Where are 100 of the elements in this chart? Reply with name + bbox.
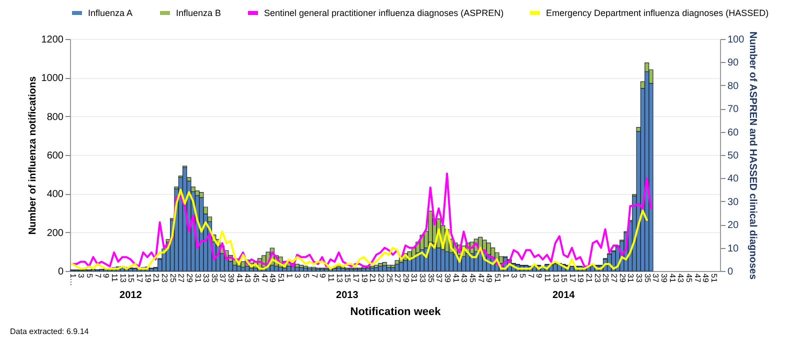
x-tick-label: 3 [293, 274, 302, 278]
x-tick-label: 33 [418, 274, 428, 283]
x-tick-label: 49 [701, 274, 710, 283]
x-tick-label: 47 [476, 274, 486, 283]
x-tick-label: 51 [276, 274, 286, 283]
y-axis-title: Number of influenza notifications [27, 76, 38, 235]
x-tick-label: 41 [234, 274, 244, 283]
x-tick-label: 19 [576, 274, 586, 283]
x-tick-label: 39 [226, 274, 236, 283]
x-tick-label: 7 [310, 274, 319, 278]
x-tick-label: 17 [134, 274, 144, 283]
x-tick-label: 9 [318, 274, 328, 278]
x-tick-label: 27 [393, 274, 402, 283]
legend-label: Sentinel general practitioner influenza diagnoses (ASPREN) [264, 8, 504, 18]
y-tick-label: 0 [58, 266, 64, 278]
text: 2013 [336, 290, 359, 301]
x-tick-label: 31 [193, 274, 202, 283]
x-tick-label: 37 [651, 274, 660, 283]
x-tick-label: 21 [584, 274, 594, 283]
x-tick-label: 29 [184, 274, 194, 283]
x-tick-label: 43 [243, 274, 252, 283]
x-tick-label: 45 [684, 274, 694, 283]
y-tick-label: 1200 [41, 34, 64, 46]
x-tick-label: 27 [610, 274, 619, 283]
legend-label: Influenza B [176, 8, 222, 18]
y-tick-label: 800 [46, 112, 64, 123]
x-tick-label: 13 [551, 274, 560, 283]
x-tick-label: 7 [526, 274, 536, 278]
x-axis-title: Notification week [350, 306, 442, 318]
x-tick-label: 1 [284, 274, 294, 278]
x-tick-label: 19 [360, 274, 369, 283]
y2-tick-label: 100 [728, 34, 745, 46]
legend-label: Influenza A [88, 8, 133, 18]
x-tick-label: 5 [85, 274, 94, 278]
y-tick-label: 400 [46, 189, 64, 200]
x-tick-label: 21 [152, 274, 161, 283]
x-tick-label: 11 [542, 274, 552, 282]
x-tick-label: 27 [176, 274, 186, 283]
x-tick-label: 15 [560, 274, 569, 283]
y-tick-label: 1000 [41, 73, 64, 84]
x-tick-label: 39 [659, 274, 668, 283]
text: Data extracted: 6.9.14 [10, 327, 90, 336]
x-tick-label: 3 [76, 274, 86, 278]
y2-tick-label: 30 [728, 196, 740, 208]
y2-axis-title: Number of ASPREN and HASSED clinical diagnoses [747, 31, 758, 280]
x-tick-label: 35 [210, 274, 219, 283]
x-tick-label: 37 [434, 274, 444, 283]
x-tick-label: 29 [618, 274, 627, 283]
x-tick-label: 41 [668, 274, 677, 283]
x-tick-label: 35 [426, 274, 436, 283]
x-tick-label: 43 [676, 274, 686, 283]
x-tick-label: 3 [510, 274, 519, 278]
x-tick-label: 11 [110, 274, 120, 282]
x-tick-label: 25 [601, 274, 610, 283]
legend-label: Emergency Department influenza diagnoses (HASSED) [546, 8, 769, 18]
x-tick-label: 13 [118, 274, 128, 283]
x-tick-label: 19 [143, 274, 152, 283]
x-tick-label: 15 [343, 274, 352, 283]
y2-tick-label: 20 [728, 220, 740, 232]
x-tick-label: 15 [126, 274, 136, 283]
x-tick-label: 47 [260, 274, 269, 283]
x-tick-label: 17 [351, 274, 360, 283]
x-tick-label: 25 [384, 274, 394, 283]
x-tick-label: 43 [460, 274, 469, 283]
x-tick-label: 49 [268, 274, 278, 283]
x-tick-label: 31 [410, 274, 419, 283]
x-tick-label: 45 [468, 274, 478, 283]
y-tick-label: 600 [46, 150, 64, 162]
x-tick-label: 39 [443, 274, 452, 283]
x-tick-label: 45 [252, 274, 261, 283]
x-tick-label: 11 [326, 274, 336, 282]
y2-tick-label: 90 [728, 58, 740, 69]
x-tick-label: 31 [626, 274, 636, 283]
y2-tick-label: 80 [728, 80, 740, 92]
y2-tick-label: 40 [728, 174, 740, 185]
x-tick-label: 25 [168, 274, 178, 283]
x-tick-label: 35 [642, 274, 652, 283]
x-tick-label: 17 [568, 274, 577, 283]
x-tick-label: 51 [709, 274, 718, 283]
x-tick-label: 5 [518, 274, 527, 278]
y2-tick-label: 60 [728, 127, 740, 138]
x-tick-label: 1… [68, 274, 78, 286]
x-tick-label: 9 [102, 274, 111, 278]
x-tick-label: 23 [160, 274, 169, 283]
x-tick-label: 49 [484, 274, 494, 283]
x-tick-label: 21 [368, 274, 378, 283]
text: 2012 [120, 290, 142, 301]
x-tick-label: 5 [302, 274, 311, 278]
y2-tick-label: 10 [728, 243, 740, 254]
x-tick-label: 7 [93, 274, 102, 278]
x-tick-label: 33 [634, 274, 644, 283]
x-tick-label: 1 [501, 274, 510, 278]
x-tick-label: 23 [376, 274, 386, 283]
y2-tick-label: 50 [728, 150, 740, 162]
x-tick-label: 51 [492, 274, 502, 283]
x-tick-label: 13 [334, 274, 344, 283]
x-tick-label: 47 [692, 274, 702, 283]
x-tick-label: 9 [534, 274, 544, 278]
y2-tick-label: 0 [728, 266, 734, 278]
x-tick-label: 37 [218, 274, 228, 283]
